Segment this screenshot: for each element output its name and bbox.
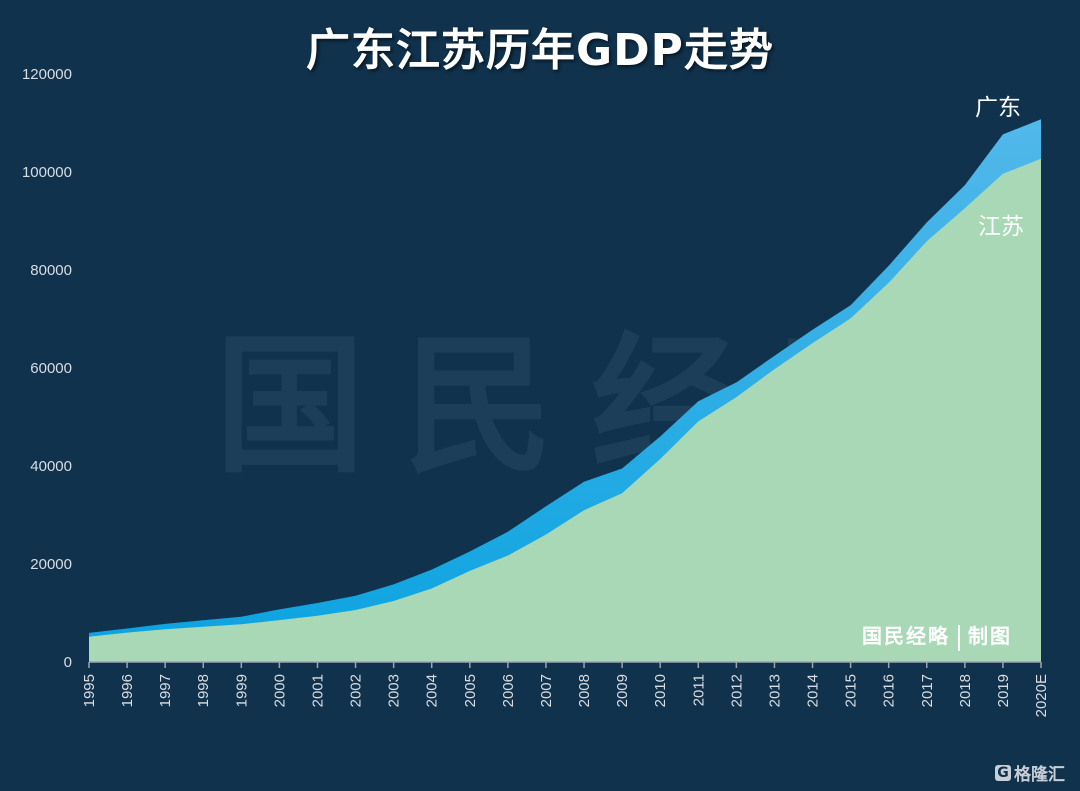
- x-tick-label: 2014: [805, 674, 822, 707]
- x-tick-label: 2018: [957, 674, 974, 707]
- x-tick-label: 2019: [995, 674, 1012, 707]
- x-tick-label: 2000: [271, 674, 288, 707]
- x-tick-label: 2002: [348, 674, 365, 707]
- y-tick-label: 40000: [30, 458, 72, 475]
- x-tick-label: 2015: [843, 674, 860, 707]
- credit-org: 国民经略: [862, 624, 950, 648]
- logo-g-icon: G: [995, 764, 1011, 781]
- y-tick-label: 120000: [22, 66, 72, 83]
- x-tick-label: 2007: [538, 674, 555, 707]
- x-axis-ticks: 1995 1996 1997 1998 1999 2000 2001 2002 2003 2004…: [81, 662, 1050, 717]
- x-tick-label: 2017: [919, 674, 936, 707]
- x-tick-label: 1995: [81, 674, 98, 707]
- jiangsu-area: [89, 158, 1041, 662]
- source-logo: G 格隆汇: [995, 760, 1065, 785]
- chart-title: 广东江苏历年GDP走势: [306, 25, 774, 76]
- y-tick-label: 20000: [30, 556, 72, 573]
- x-tick-label: 2004: [424, 674, 441, 707]
- x-tick-label: 1996: [119, 674, 136, 707]
- series-label-guangdong: 广东: [975, 95, 1021, 121]
- y-tick-label: 100000: [22, 164, 72, 181]
- x-tick-label: 1997: [157, 674, 174, 707]
- y-tick-label: 80000: [30, 262, 72, 279]
- credit-label: 国民经略 制图: [862, 620, 1012, 651]
- x-tick-label: 2006: [500, 674, 517, 707]
- x-tick-label: 1999: [233, 674, 250, 707]
- x-tick-label: 2020E: [1033, 674, 1050, 717]
- x-tick-label: 2005: [462, 674, 479, 707]
- logo-text: 格隆汇: [1014, 765, 1065, 785]
- x-tick-label: 2010: [652, 674, 669, 707]
- y-tick-label: 60000: [30, 360, 72, 377]
- credit-divider: [958, 624, 960, 651]
- x-tick-label: 2008: [576, 674, 593, 707]
- x-tick-label: 2003: [386, 674, 403, 707]
- x-tick-label: 2013: [766, 674, 783, 707]
- y-tick-label: 0: [64, 654, 72, 671]
- credit-role: 制图: [968, 624, 1012, 648]
- x-tick-label: 2016: [881, 674, 898, 707]
- y-axis-ticks: 0 20000 40000 60000 80000 100000 120000: [22, 66, 72, 671]
- x-tick-label: 2001: [309, 674, 326, 707]
- x-tick-label: 2012: [728, 674, 745, 707]
- x-tick-label: 1998: [195, 674, 212, 707]
- series-label-jiangsu: 江苏: [978, 214, 1024, 240]
- x-tick-label: 2009: [614, 674, 631, 707]
- x-tick-label: 2011: [690, 674, 707, 706]
